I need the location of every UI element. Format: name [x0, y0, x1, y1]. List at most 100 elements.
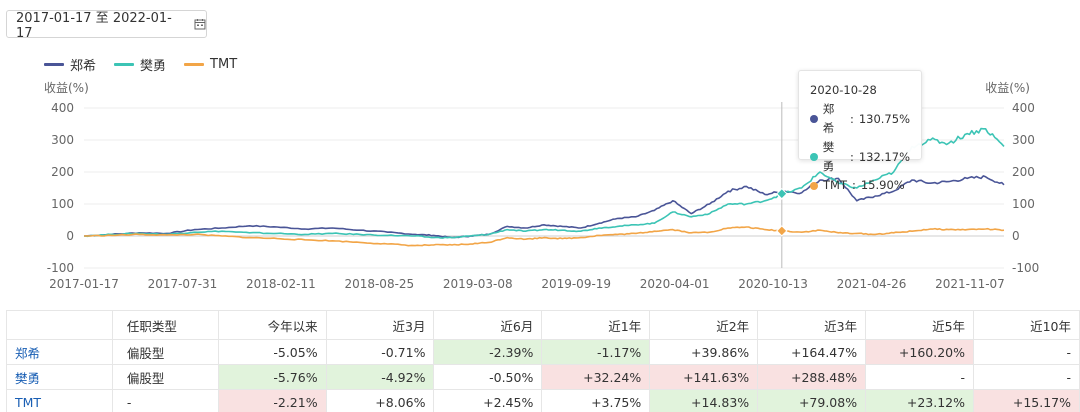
header-1y[interactable]: 近1年	[541, 310, 651, 340]
y-tick-label-right: 400	[1012, 101, 1035, 115]
y-axis-title-left: 收益(%)	[44, 81, 89, 95]
y-tick-label-right: 300	[1012, 133, 1035, 147]
legend-item-fanyong[interactable]: 樊勇	[114, 55, 166, 74]
legend-swatch	[114, 63, 135, 66]
header-5y[interactable]: 近5年	[865, 310, 975, 340]
series-line-tmt	[83, 226, 1005, 247]
table-body: 郑希 偏股型 -5.05% -0.71% -2.39% -1.17% +39.86% +164…	[6, 339, 1080, 412]
y-axis-title-right: 收益(%)	[985, 81, 1030, 95]
table-row: TMT - -2.21% +8.06% +2.45% +3.75% +14.83% +79.0…	[6, 389, 1080, 412]
legend-swatch	[44, 63, 64, 66]
y-tick-label-left: -100	[47, 261, 74, 275]
return-cell: -	[865, 364, 975, 390]
x-tick-label: 2018-08-25	[344, 277, 414, 291]
y-tick-label-left: 300	[51, 133, 74, 147]
x-tick-label: 2020-04-01	[640, 277, 710, 291]
return-cell: +164.47%	[757, 339, 867, 365]
return-cell: -	[973, 339, 1080, 365]
return-cell: +141.63%	[649, 364, 759, 390]
legend-item-zhengxi[interactable]: 郑希	[44, 55, 96, 74]
return-cell: +79.08%	[757, 389, 867, 412]
return-cell: +160.20%	[865, 339, 975, 365]
header-2y[interactable]: 近2年	[649, 310, 759, 340]
tooltip-dot	[810, 115, 818, 123]
legend-item-tmt[interactable]: TMT	[184, 55, 237, 74]
tooltip-dot	[810, 153, 818, 161]
return-cell: +14.83%	[649, 389, 759, 412]
return-cell: +39.86%	[649, 339, 759, 365]
tooltip-series-value: 15.90%	[860, 178, 905, 192]
header-name	[6, 310, 113, 340]
y-tick-label-right: 200	[1012, 165, 1035, 179]
manager-type-cell: 偏股型	[111, 339, 219, 365]
legend-label: 郑希	[70, 59, 97, 74]
return-cell: -4.92%	[325, 364, 435, 390]
tooltip-row-fanyong: 樊勇: 132.17%	[810, 138, 910, 176]
table-row: 郑希 偏股型 -5.05% -0.71% -2.39% -1.17% +39.86% +164…	[6, 339, 1080, 365]
y-tick-label-right: 0	[1012, 229, 1020, 243]
x-tick-label: 2020-10-13	[738, 277, 808, 291]
chart-legend: 郑希 樊勇 TMT	[44, 55, 237, 74]
y-tick-label-right: -100	[1012, 261, 1039, 275]
x-tick-label: 2017-01-17	[49, 277, 119, 291]
return-cell: +23.12%	[865, 389, 975, 412]
return-cell: -	[973, 364, 1080, 390]
return-cell: +8.06%	[325, 389, 435, 412]
y-tick-label-right: 100	[1012, 197, 1035, 211]
tooltip-marker	[776, 187, 788, 200]
header-type: 任职类型	[111, 310, 219, 340]
return-cell: -0.71%	[325, 339, 435, 365]
date-range-picker[interactable]: 2017-01-17 至 2022-01-17	[6, 10, 207, 41]
legend-label: 樊勇	[140, 59, 167, 74]
header-6m[interactable]: 近6月	[433, 310, 543, 340]
tooltip-series-value: 132.17%	[858, 149, 910, 164]
header-ytd[interactable]: 今年以来	[217, 310, 327, 340]
return-cell: -5.05%	[217, 339, 327, 365]
x-tick-label: 2019-03-08	[443, 277, 513, 291]
fund-manager-link[interactable]: TMT	[6, 389, 113, 412]
tooltip-date: 2020-10-28	[810, 83, 877, 97]
legend-label: TMT	[210, 57, 238, 72]
tooltip-row-zhengxi: 郑希: 130.75%	[810, 100, 910, 138]
x-tick-label: 2021-11-07	[935, 277, 1005, 291]
return-cell: -1.17%	[541, 339, 651, 365]
tooltip-series-name: 樊勇	[822, 140, 835, 173]
tooltip-series-name: TMT	[823, 178, 847, 192]
tooltip-marker	[776, 225, 788, 237]
series-line-fanyong	[83, 127, 1005, 239]
performance-table: 任职类型 今年以来 近3月 近6月 近1年 近2年 近3年 近5年 近10年 郑…	[6, 310, 1080, 412]
calendar-icon[interactable]	[194, 18, 206, 30]
x-tick-label: 2019-09-19	[541, 277, 611, 291]
y-tick-label-left: 400	[51, 101, 74, 115]
return-cell: -5.76%	[217, 364, 327, 390]
tooltip-series-name: 郑希	[822, 102, 835, 135]
return-cell: +32.24%	[541, 364, 651, 390]
return-cell: -2.21%	[217, 389, 327, 412]
return-cell: +288.48%	[757, 364, 867, 390]
date-range-label: 2017-01-17 至 2022-01-17	[16, 11, 172, 41]
return-cell: +3.75%	[541, 389, 651, 412]
y-tick-label-left: 0	[66, 229, 74, 243]
return-cell: -2.39%	[433, 339, 543, 365]
header-10y[interactable]: 近10年	[973, 310, 1080, 340]
return-cell: +2.45%	[433, 389, 543, 412]
return-cell: +15.17%	[973, 389, 1080, 412]
fund-manager-link[interactable]: 郑希	[6, 339, 113, 365]
tooltip-row-tmt: TMT: 15.90%	[810, 176, 910, 195]
table-row: 樊勇 偏股型 -5.76% -4.92% -0.50% +32.24% +141.63% +2…	[6, 364, 1080, 390]
manager-type-cell: 偏股型	[111, 364, 219, 390]
tooltip-series-value: 130.75%	[858, 111, 910, 126]
fund-manager-link[interactable]: 樊勇	[6, 364, 113, 390]
x-tick-label: 2017-07-31	[148, 277, 218, 291]
series-line-zhengxi	[83, 175, 1005, 239]
table-header-row: 任职类型 今年以来 近3月 近6月 近1年 近2年 近3年 近5年 近10年	[6, 310, 1080, 340]
y-tick-label-left: 100	[51, 197, 74, 211]
chart-tooltip: 2020-10-28 郑希: 130.75% 樊勇: 132.17% TMT: …	[798, 70, 922, 192]
tooltip-dot	[810, 181, 818, 190]
header-3y[interactable]: 近3年	[757, 310, 867, 340]
return-cell: -0.50%	[433, 364, 543, 390]
x-tick-label: 2021-04-26	[837, 277, 907, 291]
header-3m[interactable]: 近3月	[325, 310, 435, 340]
manager-type-cell: -	[111, 389, 219, 412]
y-tick-label-left: 200	[51, 165, 74, 179]
